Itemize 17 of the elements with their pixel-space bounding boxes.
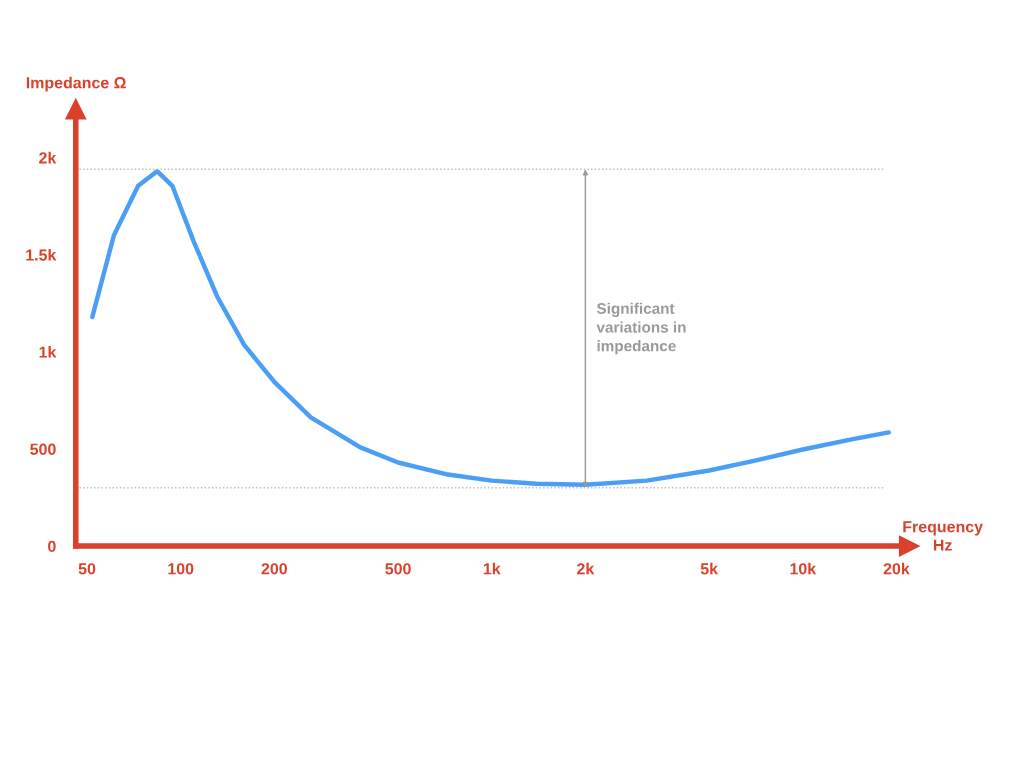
- annotation: Significant variations in impedance: [596, 302, 686, 355]
- y-tick-label: 500: [30, 443, 56, 455]
- y-tick-label: 1.5k: [26, 248, 57, 261]
- x-tick-label: 5k: [700, 562, 719, 575]
- x-tick-label: 10k: [790, 562, 817, 575]
- x-tick-label: 20k: [883, 562, 910, 575]
- x-tick-label: 1k: [483, 562, 501, 575]
- y-tick-label: 2k: [39, 151, 57, 164]
- y-axis-title: Impedance Ω: [26, 76, 126, 92]
- y-tick-label: 1k: [39, 346, 57, 358]
- x-tick-label: 500: [385, 563, 411, 575]
- y-tick-label: 0: [48, 540, 56, 552]
- x-tick-label: 50: [78, 563, 96, 575]
- x-tick-label: 200: [261, 563, 287, 575]
- x-tick-label: 2k: [577, 562, 595, 575]
- x-axis-title: Frequency Hz: [903, 521, 983, 551]
- x-tick-label: 100: [168, 563, 194, 575]
